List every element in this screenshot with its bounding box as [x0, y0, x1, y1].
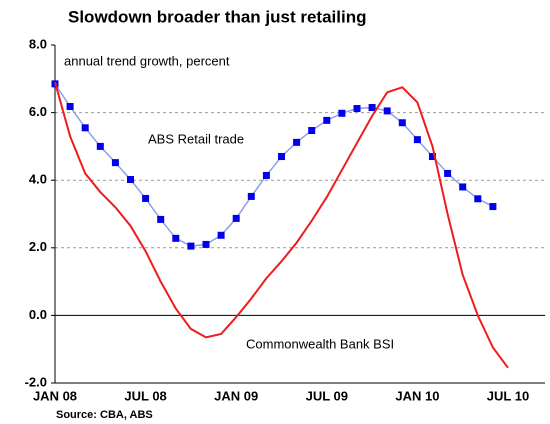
marker	[308, 127, 316, 135]
marker	[459, 183, 467, 191]
x-tick-label: JAN 10	[395, 388, 439, 403]
x-tick-label: JAN 08	[33, 388, 77, 403]
x-tick-label: JUL 10	[487, 388, 529, 403]
series-label: Commonwealth Bank BSI	[246, 336, 394, 351]
chart-title: Slowdown broader than just retailing	[68, 7, 366, 26]
y-tick-label: 6.0	[29, 104, 47, 119]
marker	[142, 194, 150, 202]
marker	[413, 136, 421, 144]
x-tick-label: JUL 08	[124, 388, 166, 403]
series-label: ABS Retail trade	[148, 131, 244, 146]
x-tick-label: JAN 09	[214, 388, 258, 403]
marker	[111, 159, 119, 167]
marker	[278, 153, 285, 161]
marker	[323, 116, 331, 124]
y-tick-label: 8.0	[29, 36, 47, 51]
marker	[293, 138, 301, 146]
marker	[338, 109, 346, 117]
marker	[429, 153, 436, 161]
marker	[368, 104, 376, 112]
marker	[157, 215, 165, 223]
marker	[398, 119, 406, 127]
series-line	[54, 81, 509, 369]
marker	[232, 214, 240, 222]
marker	[474, 195, 482, 203]
marker	[187, 242, 195, 250]
subtitle: annual trend growth, percent	[64, 53, 230, 68]
marker	[217, 231, 225, 239]
marker	[81, 124, 89, 132]
y-tick-label: 0.0	[29, 307, 47, 322]
marker	[202, 240, 210, 248]
marker	[262, 171, 270, 179]
marker	[353, 105, 361, 113]
marker	[172, 234, 180, 242]
y-tick-label: 2.0	[29, 239, 47, 254]
series-line	[54, 83, 494, 247]
marker	[444, 169, 452, 177]
x-tick-label: JUL 09	[306, 388, 348, 403]
marker	[489, 203, 497, 211]
marker	[66, 103, 74, 111]
y-tick-label: -2.0	[25, 374, 47, 389]
marker	[96, 142, 104, 150]
marker	[383, 107, 391, 115]
y-tick-label: 4.0	[29, 172, 47, 187]
marker	[127, 176, 134, 184]
source: Source: CBA, ABS	[56, 409, 153, 421]
marker	[247, 192, 255, 200]
